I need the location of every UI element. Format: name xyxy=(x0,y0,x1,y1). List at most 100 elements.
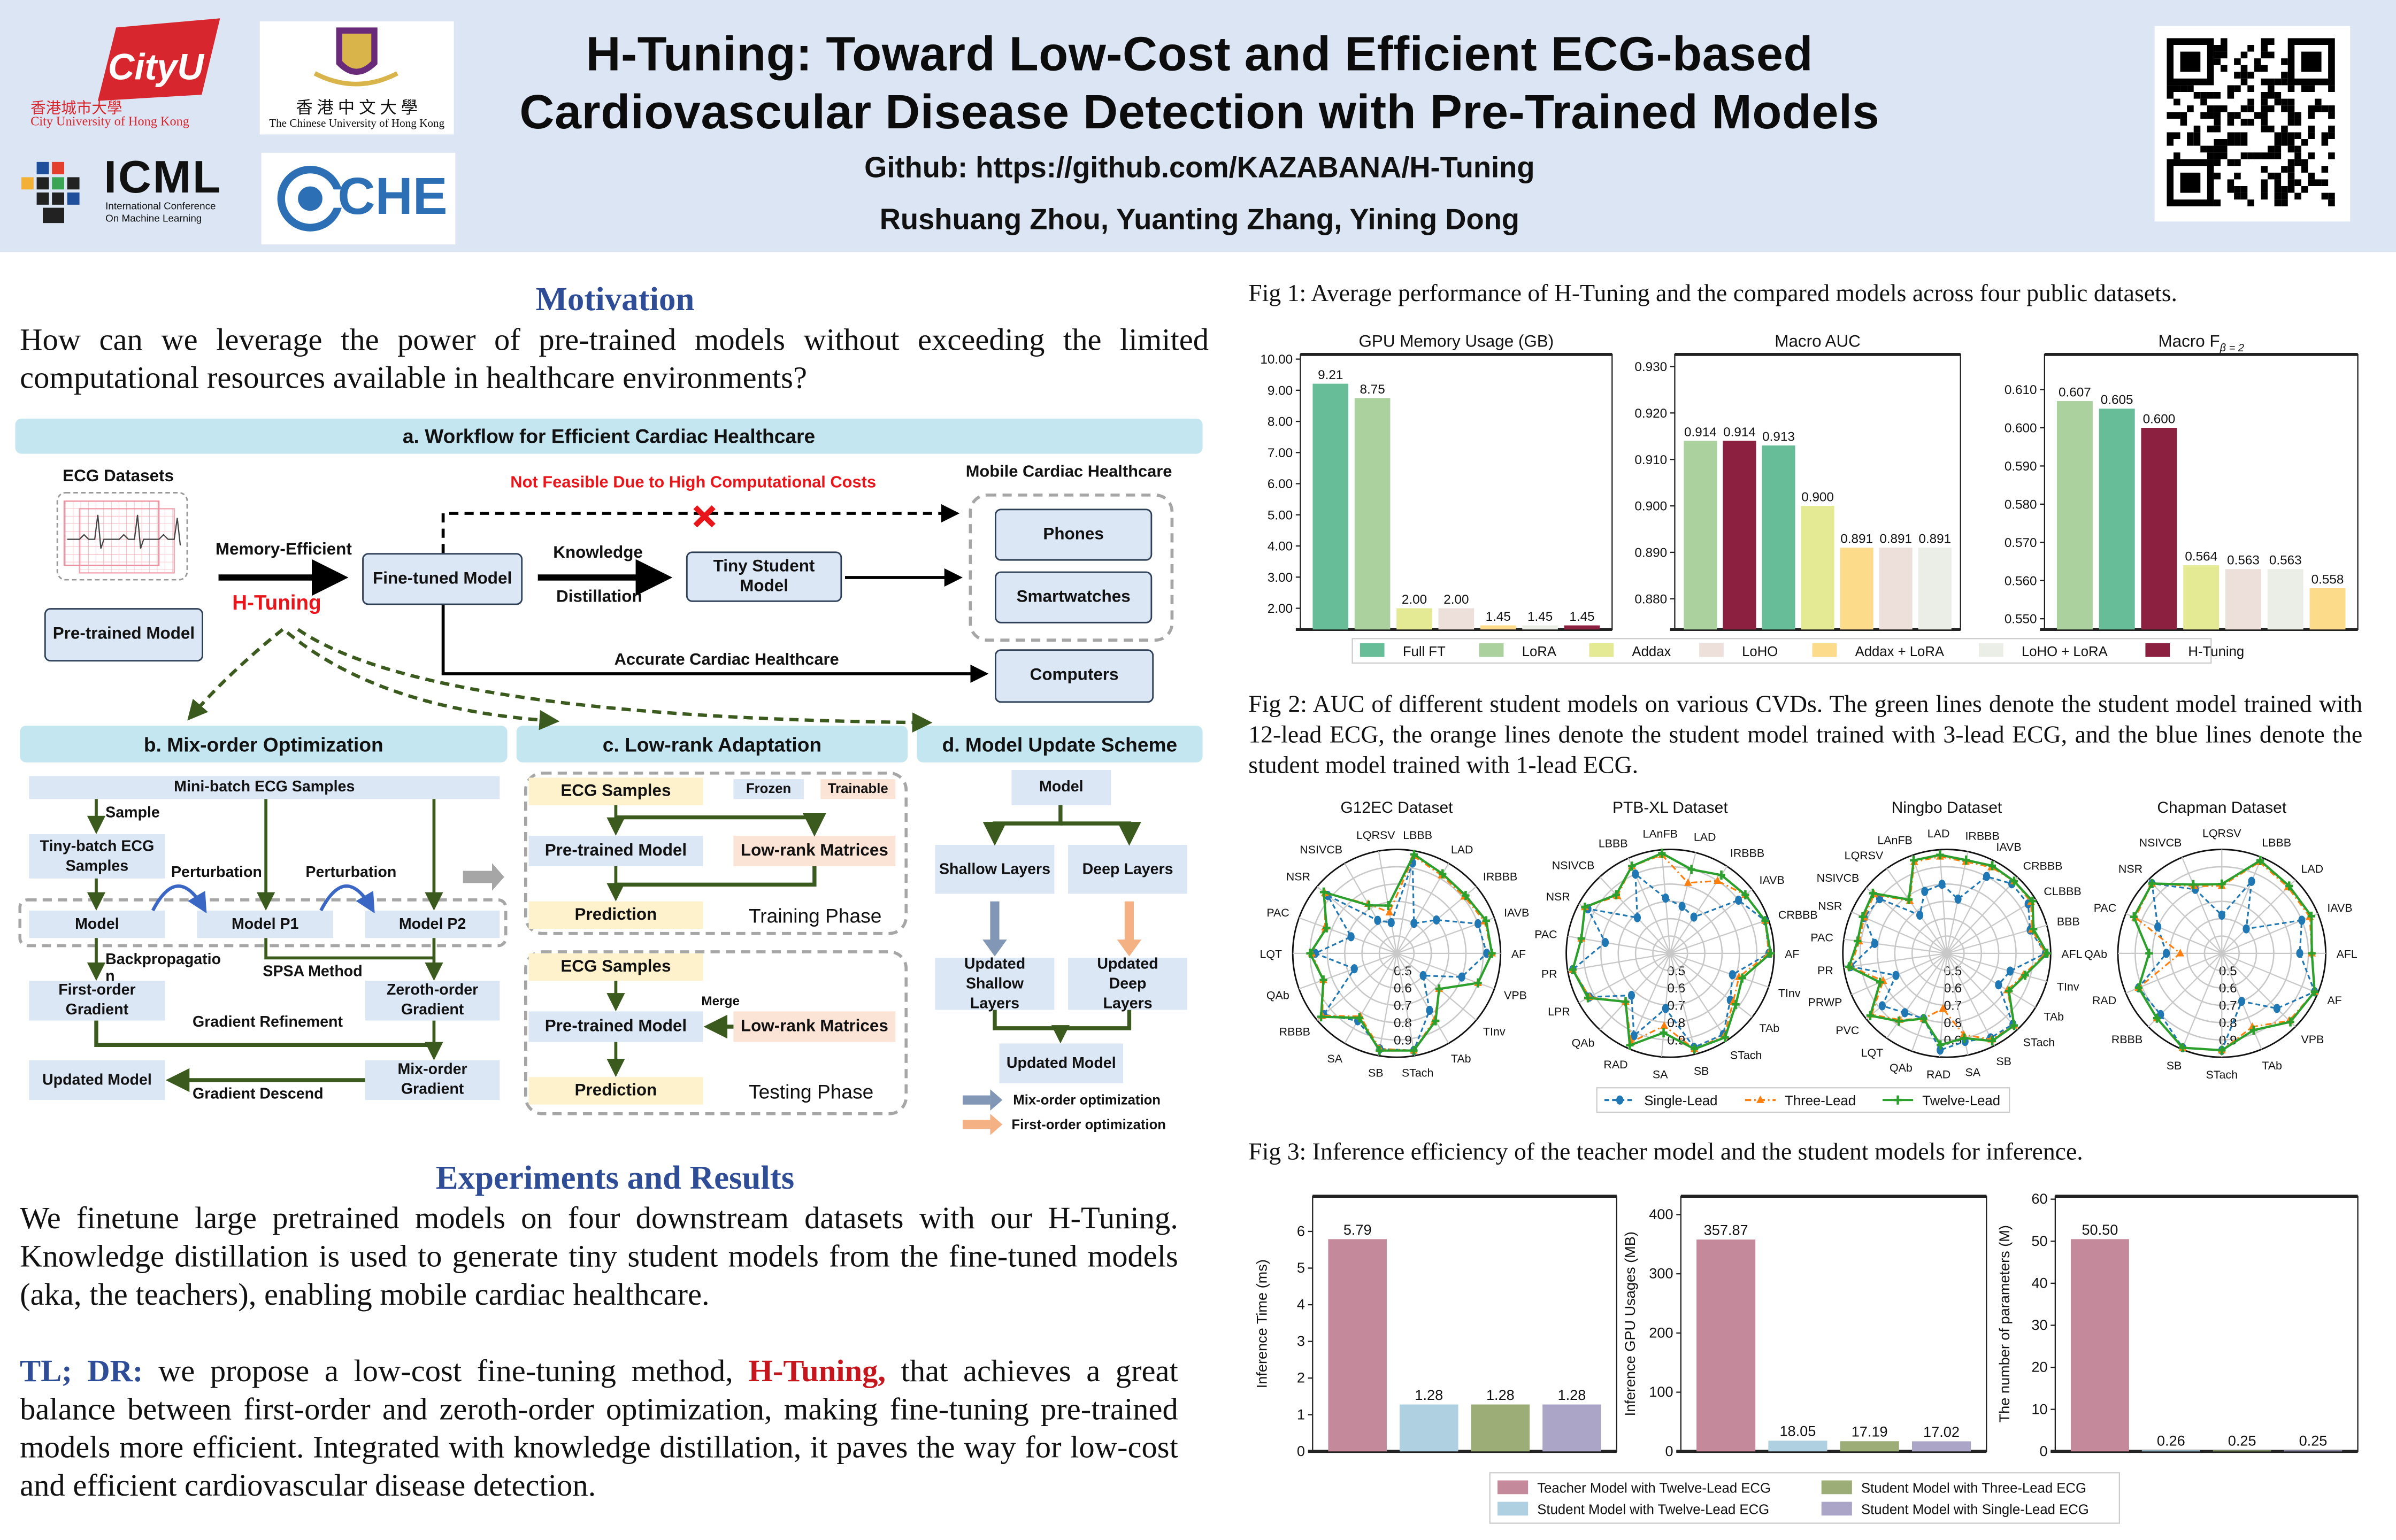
category-label: PAC xyxy=(1810,931,1833,944)
y-tick-label: 0 xyxy=(1665,1443,1673,1459)
data-point xyxy=(2218,879,2226,889)
qr-module xyxy=(2301,166,2308,173)
chart-title: Macro AUC xyxy=(1775,332,1861,351)
qr-module xyxy=(2247,45,2254,52)
qr-module xyxy=(2221,145,2228,153)
category-label: RAD xyxy=(2092,994,2116,1007)
cityu-mark-icon: CityU xyxy=(97,18,220,101)
bar xyxy=(2213,1450,2271,1452)
radar-spoke xyxy=(1396,851,1416,954)
category-label: IAVB xyxy=(2327,902,2352,914)
qr-module xyxy=(2240,152,2248,159)
tldr-label: TL; DR: xyxy=(20,1355,143,1389)
radar-chart-3: 0.50.60.70.80.9LBBBLADIRBBBIAVBAFVPBTInv… xyxy=(1260,799,1530,1080)
qr-module xyxy=(2268,145,2275,153)
bar-chart-1: 0.880 0.890 0.900 0.910 0.920 0.930 0.914 0.914… xyxy=(1634,332,1961,632)
data-point xyxy=(1474,919,1482,929)
qr-module xyxy=(2207,145,2214,153)
data-point xyxy=(1859,912,1867,922)
lowrank-train-box: Low-rank Matrices xyxy=(733,835,896,866)
github-link[interactable]: Github: https://github.com/KAZABANA/H-Tu… xyxy=(864,152,1535,185)
radar-spoke xyxy=(1344,953,1397,1044)
qr-module xyxy=(2221,45,2228,52)
data-point xyxy=(1628,861,1636,871)
y-tick-label: 0.910 xyxy=(1634,453,1667,467)
qr-module xyxy=(2227,92,2234,99)
fig1-caption: Fig 1: Average performance of H-Tuning a… xyxy=(1248,281,2177,307)
bar-chart-2: 0.550 0.560 0.570 0.580 0.590 0.600 0.610 0.607… xyxy=(2005,332,2359,632)
data-point xyxy=(1627,990,1635,1000)
data-point xyxy=(1419,971,1427,981)
category-label: PAC xyxy=(1534,928,1557,941)
category-label: RBBB xyxy=(2111,1033,2142,1046)
category-label: NSIVCB xyxy=(1817,872,1860,884)
qr-module xyxy=(2268,78,2275,86)
data-label: 1.45 xyxy=(1569,610,1594,624)
radar-title: PTB-XL Dataset xyxy=(1612,799,1728,817)
data-point xyxy=(1894,1095,1902,1105)
bar xyxy=(2056,401,2093,630)
y-tick-label: 5 xyxy=(1297,1259,1305,1276)
qr-module xyxy=(2200,98,2207,106)
data-label: 9.21 xyxy=(1318,368,1343,382)
qr-module xyxy=(2274,98,2282,106)
y-axis-label: The number of parameters (M) xyxy=(1996,1225,2013,1422)
data-point xyxy=(1741,890,1749,900)
legend-swatch xyxy=(1360,643,1385,657)
qr-module xyxy=(2308,179,2315,187)
bar xyxy=(2267,569,2303,630)
qr-module xyxy=(2287,166,2295,173)
data-label: 1.28 xyxy=(1415,1387,1443,1403)
qr-module xyxy=(2234,72,2241,79)
finetuned-model-box: Fine-tuned Model xyxy=(362,553,523,605)
cuhk-logo: 香 港 中 文 大 學 The Chinese University of Ho… xyxy=(259,21,454,135)
y-tick-label: 2.00 xyxy=(1268,602,1293,616)
data-point xyxy=(2179,1043,2187,1052)
qr-module xyxy=(2193,139,2201,146)
legend-swatch xyxy=(1821,1480,1852,1495)
legend-swatch xyxy=(1479,643,1504,657)
qr-module xyxy=(2308,112,2315,119)
y-tick-label: 0.580 xyxy=(2005,497,2037,512)
data-point xyxy=(1895,1017,1903,1026)
category-label: LAD xyxy=(1451,843,1473,856)
bar xyxy=(1354,398,1391,630)
qr-module xyxy=(2221,152,2228,159)
qr-module xyxy=(2308,85,2315,92)
icml-wordmark: ICML xyxy=(104,152,222,203)
y-tick-label: 9.00 xyxy=(1268,383,1293,398)
bar xyxy=(1762,445,1795,630)
mix-order-header: b. Mix-order Optimization xyxy=(20,726,508,763)
update-model-box: Model xyxy=(1011,770,1111,805)
qr-module xyxy=(2281,192,2288,200)
data-point xyxy=(1845,962,1853,972)
series-line xyxy=(1849,875,2047,1051)
qr-module xyxy=(2214,105,2221,112)
data-point xyxy=(1632,869,1639,879)
category-label: AF xyxy=(1785,948,1799,960)
qr-module xyxy=(2240,139,2248,146)
y-tick-label: 0.610 xyxy=(2005,383,2037,397)
qr-code[interactable] xyxy=(2154,26,2351,222)
category-label: STach xyxy=(1730,1049,1762,1061)
data-point xyxy=(1384,900,1392,911)
category-label: QAb xyxy=(2084,948,2107,960)
poster-title-line-2: Cardiovascular Disease Detection with Pr… xyxy=(519,84,1880,139)
category-label: SA xyxy=(1653,1068,1668,1081)
data-point xyxy=(1306,949,1314,958)
radar-spoke xyxy=(2181,857,2223,954)
qr-module xyxy=(2247,105,2254,112)
data-point xyxy=(2163,949,2170,958)
updated-shallow-box: Updated Shallow Layers xyxy=(935,956,1055,1012)
smartwatches-box: Smartwatches xyxy=(995,571,1153,623)
category-label: LQT xyxy=(1260,948,1283,960)
y-tick-label: 0.890 xyxy=(1634,546,1667,560)
qr-module xyxy=(2281,78,2288,86)
qr-module xyxy=(2261,38,2268,45)
radar-spoke xyxy=(1946,953,1995,1046)
legend-label: Full FT xyxy=(1403,644,1446,659)
qr-module xyxy=(2254,58,2261,65)
y-tick-label: 8.00 xyxy=(1268,415,1293,429)
qr-module xyxy=(2321,179,2329,187)
qr-module xyxy=(2240,119,2248,126)
